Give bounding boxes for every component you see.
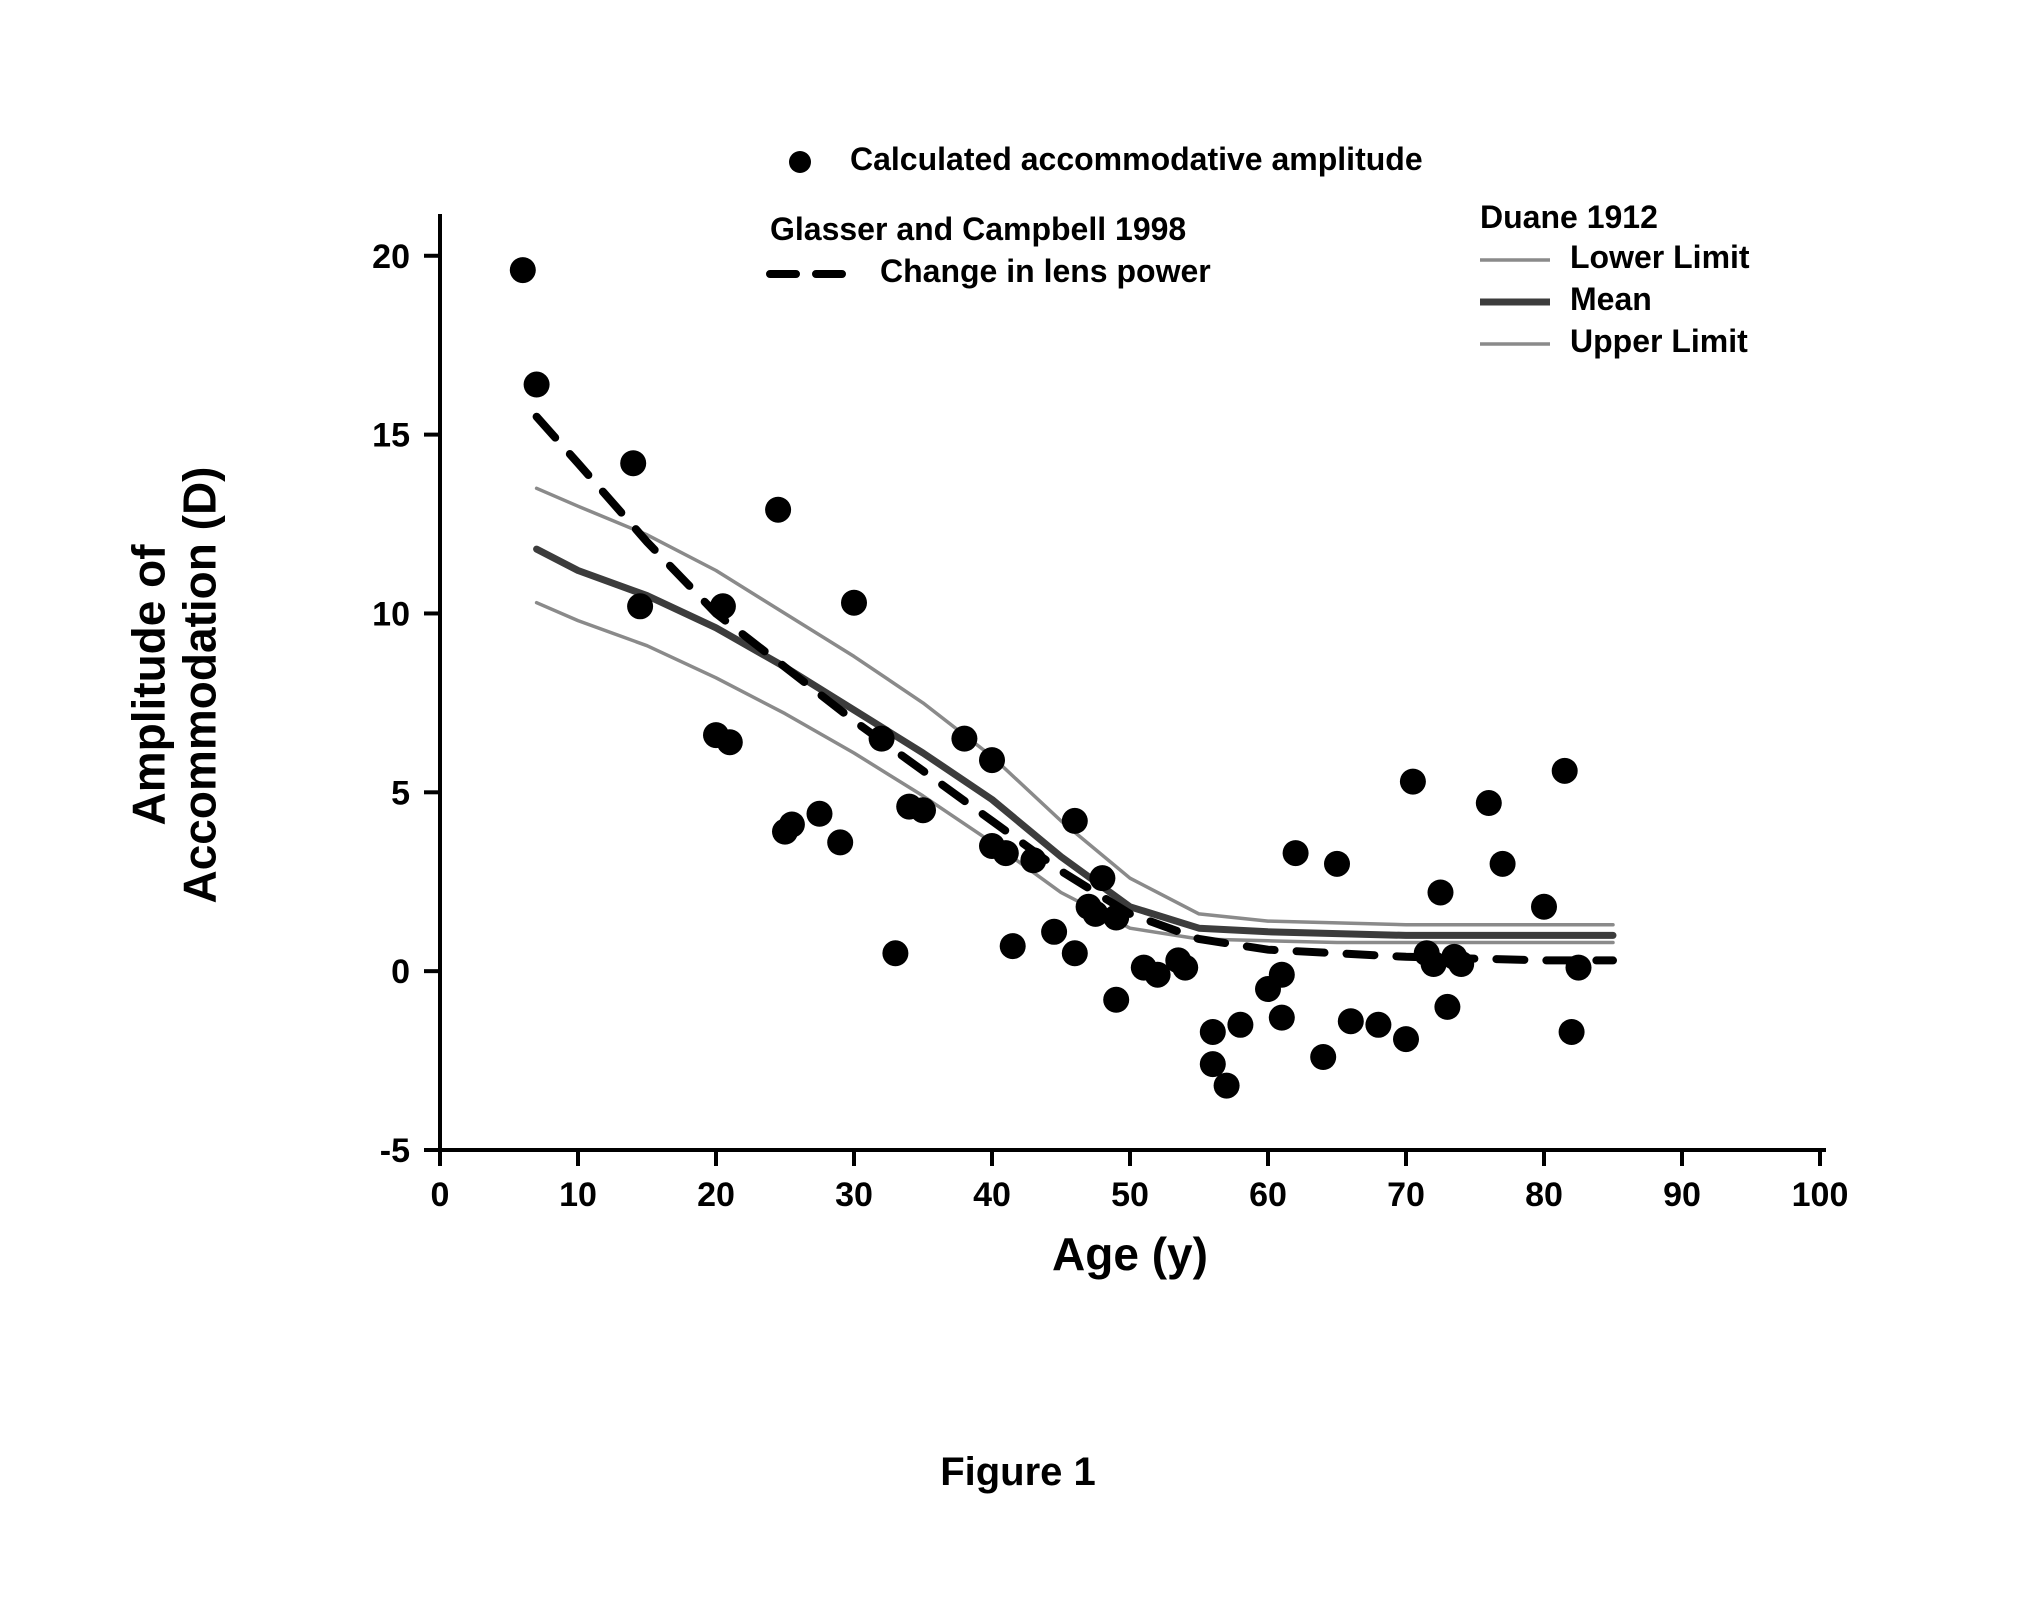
scatter-point: [1089, 865, 1115, 891]
scatter-point: [1000, 933, 1026, 959]
x-tick-label: 40: [973, 1176, 1011, 1214]
scatter-point: [510, 257, 536, 283]
scatter-point: [951, 726, 977, 752]
scatter-point: [1324, 851, 1350, 877]
legend-mean-label: Mean: [1570, 281, 1652, 317]
upper-limit-line: [537, 488, 1613, 924]
scatter-point: [1020, 847, 1046, 873]
y-axis-label: Amplitude ofAccommodation (D): [123, 467, 226, 904]
x-tick-label: 90: [1663, 1176, 1701, 1214]
scatter-point: [765, 497, 791, 523]
scatter-point: [1269, 962, 1295, 988]
scatter-point: [1103, 987, 1129, 1013]
scatter-point: [1310, 1044, 1336, 1070]
chart-container: 0 10 20 30 40 50 60 70 80 90 100 -5 0 5 10 15 20 Age (y) A…: [100, 100, 1936, 1400]
scatter-point: [1434, 994, 1460, 1020]
lens-power-dashed-line: [537, 417, 1613, 961]
scatter-point: [841, 590, 867, 616]
x-tick-label: 0: [431, 1176, 450, 1214]
scatter-point: [710, 593, 736, 619]
x-tick-label: 50: [1111, 1176, 1149, 1214]
scatter-point: [827, 829, 853, 855]
y-tick-label: -5: [380, 1132, 410, 1170]
scatter-point: [1269, 1005, 1295, 1031]
x-tick-label: 70: [1387, 1176, 1425, 1214]
y-tick-label: 5: [391, 774, 410, 812]
scatter-point: [1393, 1026, 1419, 1052]
scatter-point: [1214, 1073, 1240, 1099]
legend-dashed-label: Change in lens power: [880, 253, 1211, 289]
scatter-point: [1428, 879, 1454, 905]
legend-scatter-label: Calculated accommodative amplitude: [850, 141, 1423, 177]
scatter-point: [1559, 1019, 1585, 1045]
scatter-point: [993, 840, 1019, 866]
legend-scatter-icon: [789, 151, 811, 173]
y-tick-label: 10: [372, 595, 410, 633]
scatter-point: [1552, 758, 1578, 784]
scatter-point: [1062, 808, 1088, 834]
scatter-point: [1103, 905, 1129, 931]
scatter-point: [807, 801, 833, 827]
scatter-point: [1200, 1019, 1226, 1045]
scatter-point: [910, 797, 936, 823]
scatter-point: [1283, 840, 1309, 866]
x-axis-label: Age (y): [1052, 1228, 1208, 1280]
x-tick-label: 10: [559, 1176, 597, 1214]
y-tick-label: 20: [372, 238, 410, 276]
scatter-point: [1448, 951, 1474, 977]
chart-svg: 0 10 20 30 40 50 60 70 80 90 100 -5 0 5 10 15 20 Age (y) A…: [100, 100, 1936, 1400]
x-tick-label: 30: [835, 1176, 873, 1214]
scatter-point: [882, 940, 908, 966]
y-tick-label: 15: [372, 417, 410, 455]
scatter-point: [627, 593, 653, 619]
legend-lower-label: Lower Limit: [1570, 239, 1750, 275]
scatter-point: [1041, 919, 1067, 945]
x-tick-label: 20: [697, 1176, 735, 1214]
legend-duane-title: Duane 1912: [1480, 199, 1658, 235]
scatter-point: [524, 372, 550, 398]
scatter-point: [979, 747, 1005, 773]
page: 0 10 20 30 40 50 60 70 80 90 100 -5 0 5 10 15 20 Age (y) A…: [0, 0, 2036, 1617]
scatter-point: [1365, 1012, 1391, 1038]
scatter-point: [1227, 1012, 1253, 1038]
x-tick-label: 100: [1792, 1176, 1849, 1214]
scatter-point: [869, 726, 895, 752]
scatter-point: [779, 812, 805, 838]
legend-glasser-title: Glasser and Campbell 1998: [770, 211, 1186, 247]
scatter-point: [1490, 851, 1516, 877]
scatter-point: [1531, 894, 1557, 920]
scatter-point: [1566, 955, 1592, 981]
scatter-point: [1200, 1051, 1226, 1077]
scatter-point: [1062, 940, 1088, 966]
scatter-point: [1476, 790, 1502, 816]
x-tick-label: 80: [1525, 1176, 1563, 1214]
figure-caption: Figure 1: [0, 1450, 2036, 1495]
y-tick-label: 0: [391, 953, 410, 991]
x-tick-label: 60: [1249, 1176, 1287, 1214]
scatter-point: [620, 450, 646, 476]
scatter-point: [1172, 955, 1198, 981]
legend-upper-label: Upper Limit: [1570, 323, 1748, 359]
scatter-point: [717, 729, 743, 755]
scatter-point: [1400, 769, 1426, 795]
scatter-point: [1338, 1008, 1364, 1034]
